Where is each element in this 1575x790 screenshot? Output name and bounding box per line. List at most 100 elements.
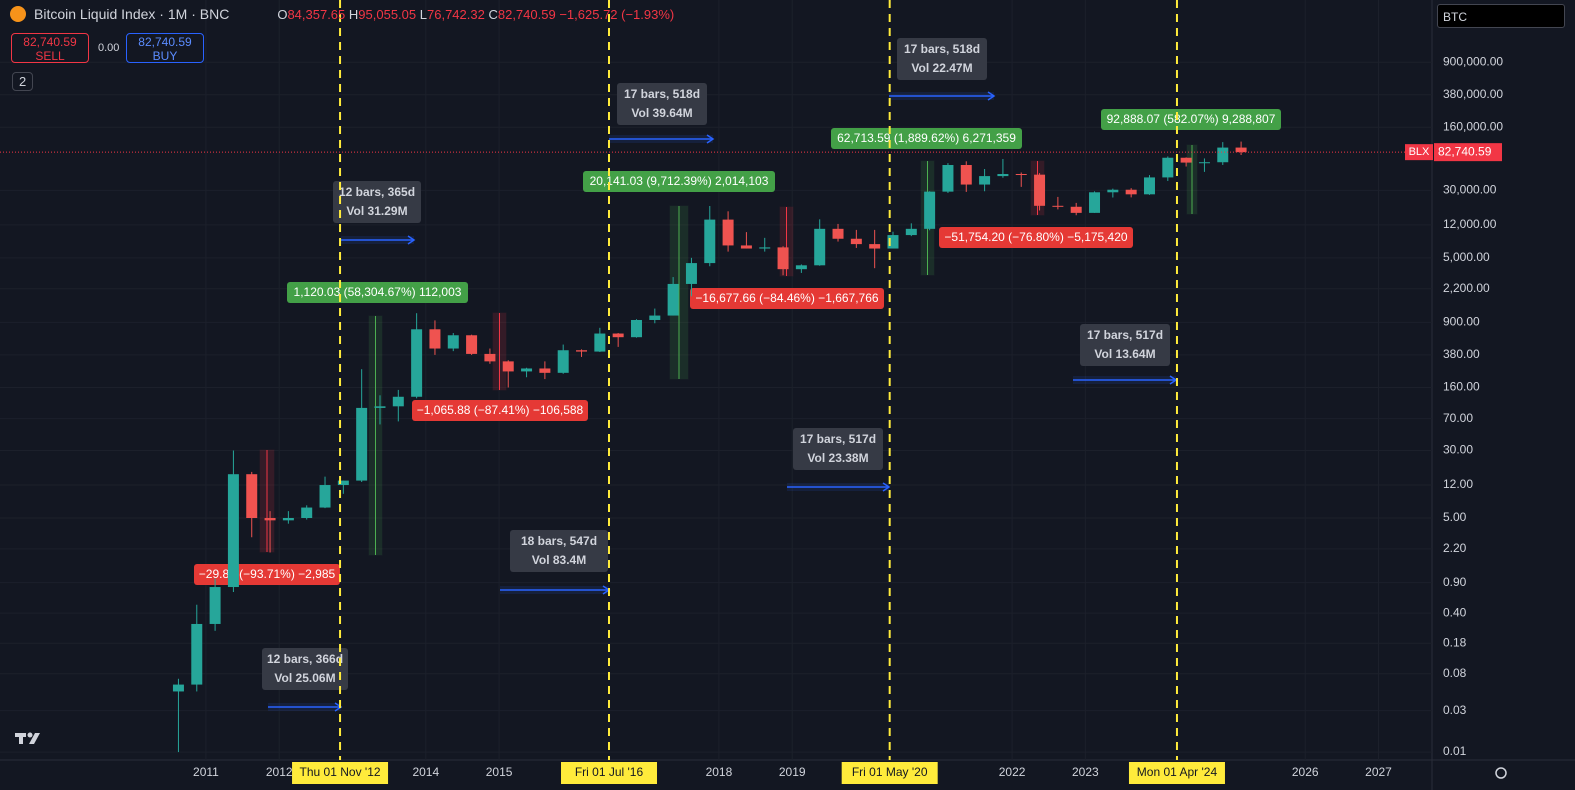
y-tick-label: 30.00	[1443, 443, 1473, 457]
measure-label: 20,141.03 (9,712.39%) 2,014,103	[590, 174, 769, 188]
candle-body	[466, 335, 478, 354]
symbol-search[interactable]: BTC	[1437, 4, 1565, 28]
candle-body	[869, 244, 881, 249]
last-price-label: 82,740.59	[1438, 144, 1492, 158]
ohlc-key: L	[419, 6, 427, 22]
buy-button[interactable]: 82,740.59 BUY	[126, 33, 204, 63]
measure-label: −1,065.88 (−87.41%) −106,588	[417, 403, 584, 417]
candle-body	[832, 228, 844, 239]
measure-label: 62,713.59 (1,889.62%) 6,271,359	[837, 131, 1016, 145]
candle-body	[942, 165, 954, 192]
candle-body	[979, 176, 991, 185]
date-marker-label: Fri 01 Jul '16	[575, 765, 644, 779]
candle-body	[319, 485, 331, 508]
plot-content: 12 bars, 366d Vol 25.06M 12 bars, 365d Vol …	[0, 0, 1432, 760]
symbol-icon	[10, 6, 26, 22]
y-tick-label: 0.08	[1443, 666, 1467, 680]
date-marker-label: Mon 01 Apr '24	[1137, 765, 1218, 779]
ohlc-key: H	[348, 6, 359, 22]
symbol-tag-label: BLX	[1409, 146, 1430, 158]
y-tick-label: 0.90	[1443, 575, 1467, 589]
tv-logo	[15, 732, 40, 744]
measure-box	[939, 227, 1133, 248]
x-tick-label: 2027	[1365, 765, 1392, 779]
ohlc-change: −1,625.72 (−1.93%)	[559, 6, 675, 22]
candle-body	[630, 319, 642, 338]
candle-body	[172, 684, 184, 692]
measure-box	[1101, 109, 1281, 130]
header: Bitcoin Liquid Index · 1M · BNC O84,357.…	[10, 6, 674, 22]
date-marker-box	[561, 762, 658, 784]
range-bars: 18 bars, 547d	[521, 534, 597, 548]
date-marker-label: Fri 01 May '20	[852, 765, 928, 779]
candle-body	[521, 368, 533, 372]
x-tick-label: 2018	[706, 765, 733, 779]
ohlc-value: 95,055.05	[358, 6, 417, 22]
candle-body	[594, 333, 606, 352]
x-tick-label: 2014	[412, 765, 439, 779]
y-tick-label: 900,000.00	[1443, 54, 1503, 68]
candle-body	[484, 353, 496, 362]
y-tick-label: 2.20	[1443, 541, 1467, 555]
candle-body	[227, 474, 239, 588]
candle-body	[1235, 147, 1247, 153]
ohlc-value: 82,740.59	[497, 6, 556, 22]
measure-label: 1,120.03 (58,304.67%) 112,003	[294, 285, 462, 299]
symbol-title[interactable]: Bitcoin Liquid Index · 1M · BNC	[34, 6, 230, 22]
sell-button[interactable]: 82,740.59 SELL	[11, 33, 89, 63]
spread: 0.00	[98, 42, 120, 54]
range-box	[510, 530, 608, 572]
range-box	[617, 83, 707, 125]
x-tick-label: 2015	[486, 765, 513, 779]
range-arrowhead	[706, 134, 715, 144]
range-bars: 17 bars, 517d	[800, 432, 876, 446]
candle-body	[576, 350, 588, 352]
measure-box	[831, 128, 1022, 149]
y-tick-label: 0.03	[1443, 703, 1467, 717]
candle-body	[374, 406, 386, 408]
candle-body	[1125, 189, 1137, 195]
candle-body	[1070, 206, 1082, 213]
range-bars: 12 bars, 366d	[267, 652, 343, 666]
candle-body	[1089, 192, 1101, 213]
y-tick-label: 380,000.00	[1443, 87, 1503, 101]
range-arrowhead	[407, 235, 416, 245]
candle-body	[1052, 205, 1064, 207]
range-vol: Vol 39.64M	[631, 106, 692, 120]
candle-body	[1143, 177, 1155, 195]
range-bars: 12 bars, 365d	[339, 185, 415, 199]
candle-body	[997, 174, 1009, 177]
measure-label: 92,888.07 (582.07%) 9,288,807	[1107, 112, 1276, 126]
x-tick-label: 2023	[1072, 765, 1099, 779]
y-tick-label: 70.00	[1443, 411, 1473, 425]
candle-body	[1198, 162, 1210, 164]
candle-body	[759, 247, 771, 249]
candle-body	[209, 587, 221, 624]
candle-body	[1034, 174, 1046, 206]
settings-icon[interactable]	[1495, 767, 1507, 779]
sell-price: 82,740.59	[23, 35, 77, 49]
measure-label: −51,754.20 (−76.80%) −5,175,420	[944, 230, 1127, 244]
last-price-box	[1434, 143, 1502, 162]
candle-body	[191, 623, 203, 685]
y-tick-label: 5,000.00	[1443, 250, 1490, 264]
range-vol: Vol 23.38M	[807, 451, 868, 465]
candle-body	[447, 335, 459, 349]
candle-body	[685, 263, 697, 284]
candle-body	[282, 518, 294, 521]
candle-body	[704, 219, 716, 264]
y-tick-label: 2,200.00	[1443, 281, 1490, 295]
candle-body	[337, 480, 349, 486]
date-marker-label: Thu 01 Nov '12	[300, 765, 381, 779]
x-tick-label: 2011	[193, 765, 219, 779]
ohlc: O84,357.65 H95,055.05 L76,742.32 C82,740…	[277, 7, 674, 22]
y-tick-label: 0.01	[1443, 744, 1467, 758]
indicators-toggle[interactable]: 2	[12, 72, 34, 91]
ohlc-key: C	[488, 6, 498, 22]
buy-label: BUY	[152, 49, 178, 63]
y-tick-label: 12.00	[1443, 477, 1473, 491]
y-tick-label: 5.00	[1443, 510, 1467, 524]
range-bars: 17 bars, 518d	[624, 87, 700, 101]
